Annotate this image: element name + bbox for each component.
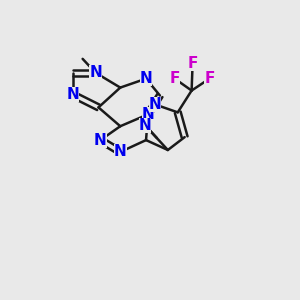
- Text: N: N: [142, 107, 154, 122]
- Text: N: N: [114, 145, 127, 160]
- Text: N: N: [148, 97, 161, 112]
- Text: N: N: [89, 65, 102, 80]
- Text: N: N: [140, 71, 152, 86]
- Text: F: F: [204, 71, 214, 86]
- Text: F: F: [188, 56, 198, 71]
- Text: N: N: [66, 87, 79, 102]
- Text: F: F: [169, 71, 180, 86]
- Text: N: N: [139, 118, 152, 133]
- Text: N: N: [94, 133, 107, 148]
